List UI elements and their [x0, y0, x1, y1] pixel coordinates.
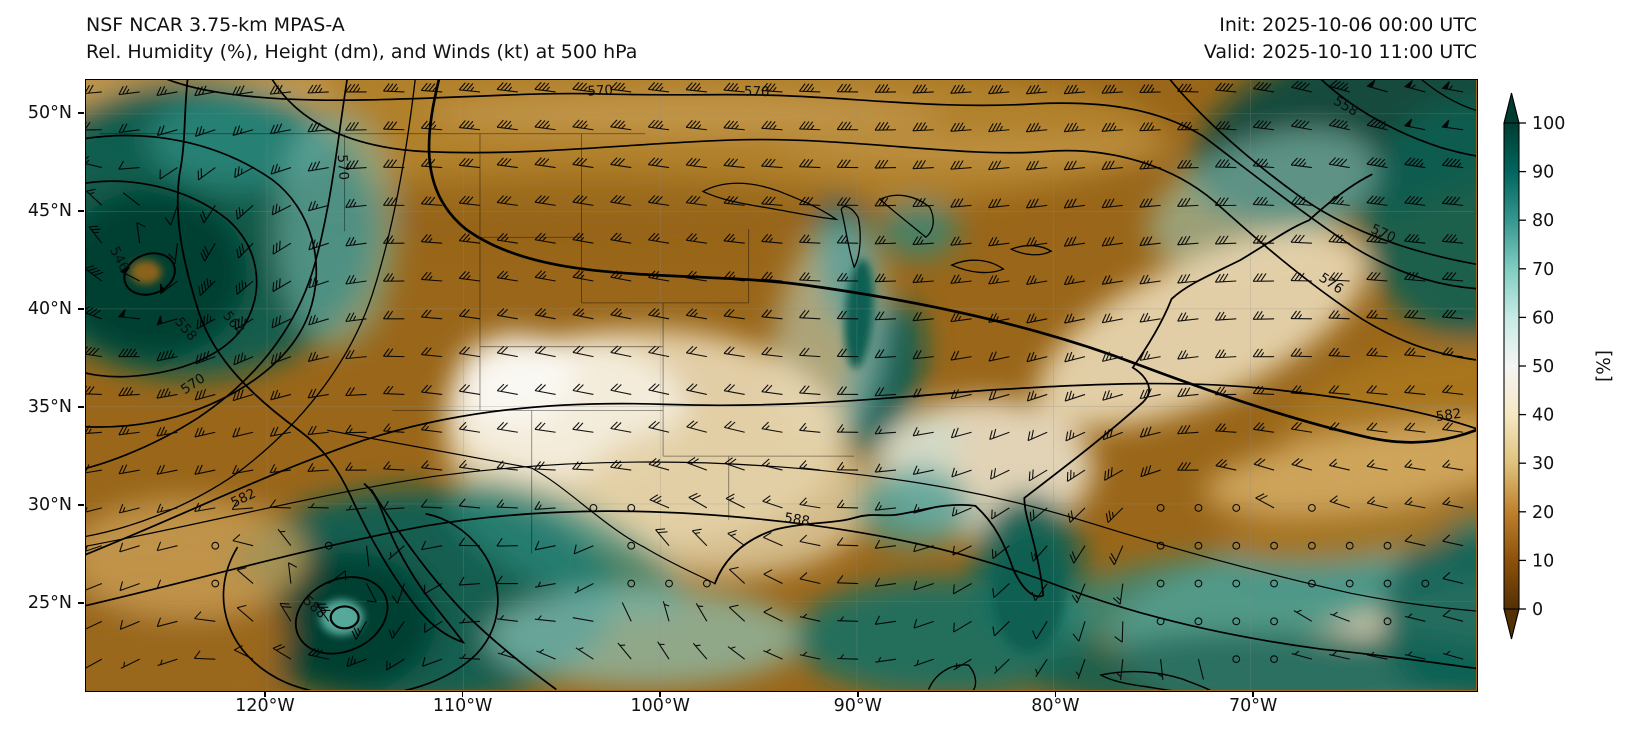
x-tick-label: 120°W	[235, 696, 295, 716]
wind-barbs	[86, 80, 1464, 680]
colorbar-tick-label: 0	[1532, 600, 1543, 620]
x-tick-label: 80°W	[1031, 696, 1080, 716]
map-plot-area: 570 570 558 570 546 558 564 570 576 570 582 582 588 5…	[85, 79, 1478, 692]
y-tick-label: 45°N	[27, 201, 72, 221]
colorbar-tick-label: 10	[1532, 551, 1554, 571]
colorbar-tick-label: 50	[1532, 357, 1554, 377]
y-tick-label: 25°N	[27, 593, 72, 613]
colorbar-tick-label: 90	[1532, 163, 1554, 183]
colorbar: 100 90 80 70 60 50 40 30 20 10 0 [%]	[1496, 79, 1634, 692]
x-tick-mark	[461, 691, 464, 697]
colorbar-tick-label: 20	[1532, 503, 1554, 523]
y-tick-mark	[78, 504, 84, 506]
graticule	[87, 80, 1475, 690]
x-tick-mark	[1252, 691, 1254, 697]
humidity-field-blobs	[86, 80, 1476, 690]
y-tick-mark	[78, 112, 84, 114]
colorbar-tick-label: 70	[1532, 260, 1554, 280]
y-tick-mark	[78, 210, 84, 212]
colorbar-gradient-bar	[1503, 122, 1520, 610]
colorbar-tick-label: 80	[1532, 211, 1554, 231]
y-tick-mark	[78, 406, 84, 408]
x-tick-mark	[264, 691, 266, 697]
height-contours	[86, 80, 1476, 690]
colorbar-extend-top	[1503, 92, 1520, 124]
model-title: NSF NCAR 3.75-km MPAS-A	[86, 14, 345, 36]
colorbar-extend-bottom	[1503, 608, 1520, 640]
x-tick-label: 110°W	[432, 696, 493, 716]
y-tick-label: 30°N	[27, 495, 72, 515]
colorbar-tick-label: 100	[1532, 114, 1565, 134]
x-tick-mark	[857, 691, 859, 697]
y-tick-label: 40°N	[27, 299, 72, 319]
time-block: Init: 2025-10-06 00:00 UTC Valid: 2025-1…	[1204, 12, 1477, 66]
y-tick-label: 50°N	[27, 103, 72, 123]
height-contour-label: 570	[744, 84, 770, 100]
valid-time: Valid: 2025-10-10 11:00 UTC	[1203, 41, 1477, 63]
colorbar-unit-label: [%]	[1594, 350, 1615, 382]
x-tick-label: 90°W	[833, 696, 882, 716]
height-contour-label: 582	[1435, 407, 1462, 425]
field-title: Rel. Humidity (%), Height (dm), and Wind…	[86, 41, 638, 63]
colorbar-tick-label: 30	[1532, 454, 1554, 474]
title-block: NSF NCAR 3.75-km MPAS-A Rel. Humidity (%…	[86, 12, 637, 66]
x-tick-mark	[659, 691, 661, 697]
colorbar-tick-label: 40	[1532, 406, 1554, 426]
y-tick-mark	[78, 308, 84, 310]
x-tick-label: 70°W	[1229, 696, 1278, 716]
y-tick-mark	[78, 602, 84, 604]
init-time: Init: 2025-10-06 00:00 UTC	[1219, 14, 1477, 36]
height-contour-label: 588	[783, 511, 811, 530]
colorbar-tick-label: 60	[1532, 308, 1554, 328]
y-tick-label: 35°N	[27, 397, 72, 417]
x-tick-label: 100°W	[630, 696, 690, 716]
x-tick-mark	[1054, 691, 1057, 697]
height-contour-label: 570	[334, 154, 351, 181]
height-contour-label: 570	[587, 83, 613, 99]
